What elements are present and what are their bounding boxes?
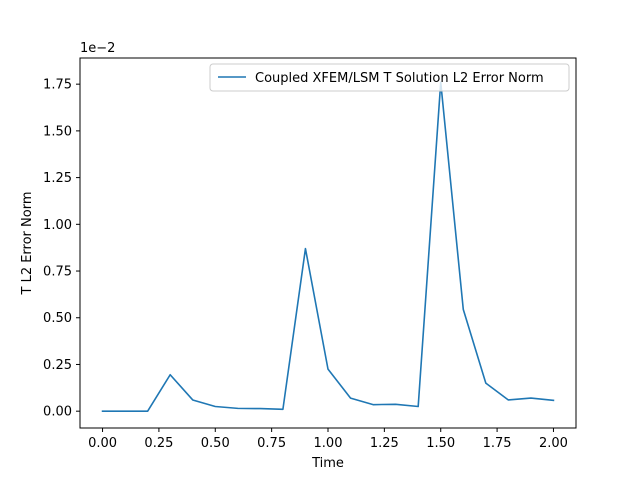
y-offset-label: 1e−2 bbox=[80, 41, 115, 56]
legend: Coupled XFEM/LSM T Solution L2 Error Nor… bbox=[209, 63, 570, 92]
x-tick-label: 1.25 bbox=[370, 436, 399, 451]
series-line bbox=[101, 81, 555, 412]
y-tick-label: 0.25 bbox=[43, 358, 72, 373]
y-tick-label: 0.75 bbox=[43, 265, 72, 280]
y-tick-label: 1.50 bbox=[43, 124, 72, 139]
y-axis: 0.00 0.25 0.50 0.75 1.00 1.25 1.50 1.75 bbox=[43, 78, 80, 420]
x-tick-label: 1.50 bbox=[426, 436, 455, 451]
x-tick-label: 1.75 bbox=[483, 436, 512, 451]
x-tick-label: 0.50 bbox=[201, 436, 230, 451]
x-tick-label: 1.00 bbox=[314, 436, 343, 451]
y-tick-label: 0.50 bbox=[43, 311, 72, 326]
x-axis-label: Time bbox=[311, 456, 344, 471]
y-tick-label: 1.75 bbox=[43, 78, 72, 93]
x-tick-label: 0.00 bbox=[88, 436, 117, 451]
y-tick-label: 1.25 bbox=[43, 171, 72, 186]
y-axis-label: T L2 Error Norm bbox=[20, 192, 35, 296]
series-layer bbox=[101, 81, 555, 412]
plot-frame bbox=[79, 57, 577, 429]
legend-box bbox=[209, 63, 570, 92]
x-tick-label: 2.00 bbox=[539, 436, 568, 451]
x-tick-label: 0.25 bbox=[144, 436, 173, 451]
y-tick-label: 0.00 bbox=[43, 405, 72, 420]
x-axis: 0.00 0.25 0.50 0.75 1.00 1.25 1.50 1.75 2.00 bbox=[88, 428, 568, 451]
x-tick-label: 0.75 bbox=[257, 436, 286, 451]
y-tick-label: 1.00 bbox=[43, 218, 72, 233]
legend-entry: Coupled XFEM/LSM T Solution L2 Error Nor… bbox=[255, 71, 544, 86]
